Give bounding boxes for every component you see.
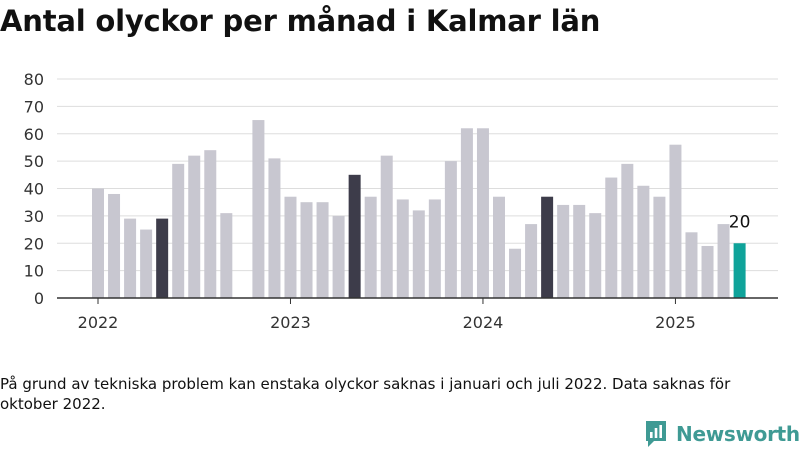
bar	[268, 158, 281, 298]
bar	[252, 120, 265, 298]
bar	[621, 163, 634, 298]
newsworthy-logo-icon	[646, 421, 666, 447]
bar	[332, 215, 345, 298]
bar	[589, 213, 602, 298]
x-axis-tick-labels: 2022 2023 2024 2025	[78, 313, 696, 332]
bar	[733, 243, 746, 298]
bar	[444, 161, 457, 298]
bar	[525, 224, 538, 298]
bar	[412, 210, 425, 298]
bar	[364, 196, 377, 298]
x-tick-label: 2022	[78, 313, 119, 332]
bar	[685, 232, 698, 298]
y-tick-label: 40	[24, 180, 44, 199]
bar	[460, 128, 473, 298]
newsworthy-logo-text: Newsworthy	[676, 422, 800, 446]
bar	[396, 199, 409, 298]
y-tick-label: 10	[24, 262, 44, 281]
bar	[204, 150, 217, 298]
x-tick-label: 2024	[463, 313, 504, 332]
y-tick-label: 80	[24, 70, 44, 89]
bar	[172, 163, 185, 298]
y-tick-label: 30	[24, 207, 44, 226]
x-axis	[57, 297, 778, 304]
bar	[717, 224, 730, 298]
chart-title: Antal olyckor per månad i Kalmar län	[0, 4, 601, 38]
bar	[140, 229, 153, 298]
data-labels: 20	[729, 212, 751, 232]
y-tick-label: 50	[24, 152, 44, 171]
bar	[300, 202, 313, 298]
bars	[92, 120, 746, 298]
bar	[108, 193, 121, 298]
bar	[557, 204, 570, 298]
bar	[701, 245, 714, 298]
bar	[637, 185, 650, 298]
bar	[605, 177, 618, 298]
bar	[188, 155, 201, 298]
bar	[493, 196, 505, 298]
bar	[92, 188, 104, 298]
y-tick-label: 20	[24, 234, 44, 253]
bar	[316, 202, 329, 298]
bar	[124, 218, 137, 298]
bar	[476, 128, 489, 298]
bar	[541, 196, 554, 298]
bar	[220, 213, 233, 298]
y-axis-tick-labels: 0 10 20 30 40 50 60 70 80	[24, 70, 44, 308]
latest-value-label: 20	[729, 212, 751, 232]
bar	[509, 248, 522, 298]
y-tick-label: 60	[24, 125, 44, 144]
footnote: På grund av tekniska problem kan enstaka…	[0, 375, 731, 413]
newsworthy-logo[interactable]: Newsworthy	[644, 420, 800, 448]
bar	[573, 204, 586, 298]
bar	[284, 196, 297, 298]
bar	[428, 199, 441, 298]
y-tick-label: 70	[24, 97, 44, 116]
y-tick-label: 0	[34, 289, 44, 308]
bar	[653, 196, 666, 298]
bar	[156, 218, 169, 298]
bar	[380, 155, 393, 298]
x-tick-label: 2025	[655, 313, 696, 332]
bar	[348, 174, 361, 298]
x-tick-label: 2023	[270, 313, 311, 332]
bar-chart: 0 10 20 30 40 50 60 70 80 2022 2023 2024 2025 20	[24, 70, 778, 332]
bar	[669, 144, 682, 298]
